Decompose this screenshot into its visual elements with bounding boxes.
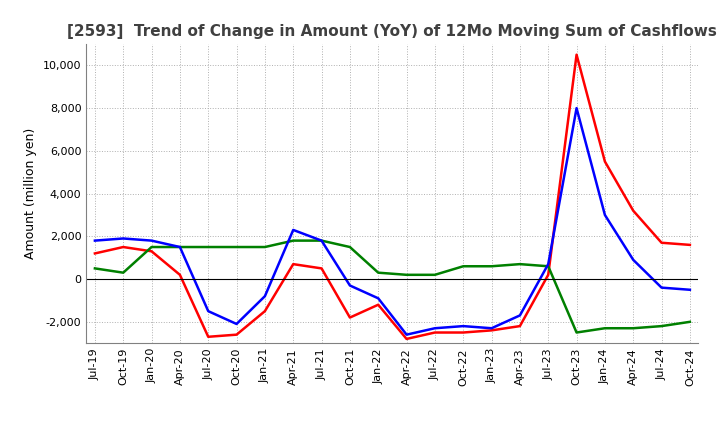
- Investing Cashflow: [459, 264, 467, 269]
- Operating Cashflow: [459, 330, 467, 335]
- Investing Cashflow: [318, 238, 326, 243]
- Operating Cashflow: [544, 272, 552, 278]
- Free Cashflow: [374, 296, 382, 301]
- Investing Cashflow: [572, 330, 581, 335]
- Operating Cashflow: [657, 240, 666, 246]
- Investing Cashflow: [657, 323, 666, 329]
- Free Cashflow: [459, 323, 467, 329]
- Investing Cashflow: [431, 272, 439, 278]
- Investing Cashflow: [119, 270, 127, 275]
- Operating Cashflow: [600, 159, 609, 164]
- Investing Cashflow: [91, 266, 99, 271]
- Free Cashflow: [487, 326, 496, 331]
- Investing Cashflow: [685, 319, 694, 324]
- Free Cashflow: [431, 326, 439, 331]
- Free Cashflow: [119, 236, 127, 241]
- Line: Free Cashflow: Free Cashflow: [95, 108, 690, 335]
- Operating Cashflow: [572, 52, 581, 57]
- Free Cashflow: [318, 238, 326, 243]
- Operating Cashflow: [91, 251, 99, 256]
- Operating Cashflow: [374, 302, 382, 308]
- Free Cashflow: [516, 313, 524, 318]
- Investing Cashflow: [204, 244, 212, 249]
- Investing Cashflow: [600, 326, 609, 331]
- Operating Cashflow: [629, 208, 637, 213]
- Investing Cashflow: [629, 326, 637, 331]
- Free Cashflow: [685, 287, 694, 293]
- Free Cashflow: [289, 227, 297, 233]
- Investing Cashflow: [487, 264, 496, 269]
- Operating Cashflow: [261, 308, 269, 314]
- Investing Cashflow: [516, 261, 524, 267]
- Investing Cashflow: [261, 244, 269, 249]
- Operating Cashflow: [487, 328, 496, 333]
- Operating Cashflow: [204, 334, 212, 339]
- Operating Cashflow: [148, 249, 156, 254]
- Y-axis label: Amount (million yen): Amount (million yen): [24, 128, 37, 259]
- Free Cashflow: [176, 244, 184, 249]
- Free Cashflow: [402, 332, 411, 337]
- Free Cashflow: [261, 293, 269, 299]
- Title: [2593]  Trend of Change in Amount (YoY) of 12Mo Moving Sum of Cashflows: [2593] Trend of Change in Amount (YoY) o…: [68, 24, 717, 39]
- Free Cashflow: [544, 261, 552, 267]
- Free Cashflow: [204, 308, 212, 314]
- Investing Cashflow: [176, 244, 184, 249]
- Free Cashflow: [572, 106, 581, 111]
- Operating Cashflow: [685, 242, 694, 248]
- Investing Cashflow: [374, 270, 382, 275]
- Investing Cashflow: [289, 238, 297, 243]
- Operating Cashflow: [346, 315, 354, 320]
- Operating Cashflow: [402, 336, 411, 341]
- Line: Operating Cashflow: Operating Cashflow: [95, 55, 690, 339]
- Free Cashflow: [629, 257, 637, 263]
- Investing Cashflow: [544, 264, 552, 269]
- Free Cashflow: [148, 238, 156, 243]
- Free Cashflow: [233, 321, 241, 326]
- Investing Cashflow: [402, 272, 411, 278]
- Investing Cashflow: [233, 244, 241, 249]
- Free Cashflow: [91, 238, 99, 243]
- Investing Cashflow: [346, 244, 354, 249]
- Investing Cashflow: [148, 244, 156, 249]
- Free Cashflow: [346, 283, 354, 288]
- Operating Cashflow: [233, 332, 241, 337]
- Operating Cashflow: [176, 272, 184, 278]
- Operating Cashflow: [431, 330, 439, 335]
- Operating Cashflow: [119, 244, 127, 249]
- Free Cashflow: [657, 285, 666, 290]
- Line: Investing Cashflow: Investing Cashflow: [95, 241, 690, 333]
- Free Cashflow: [600, 213, 609, 218]
- Operating Cashflow: [289, 261, 297, 267]
- Operating Cashflow: [318, 266, 326, 271]
- Operating Cashflow: [516, 323, 524, 329]
